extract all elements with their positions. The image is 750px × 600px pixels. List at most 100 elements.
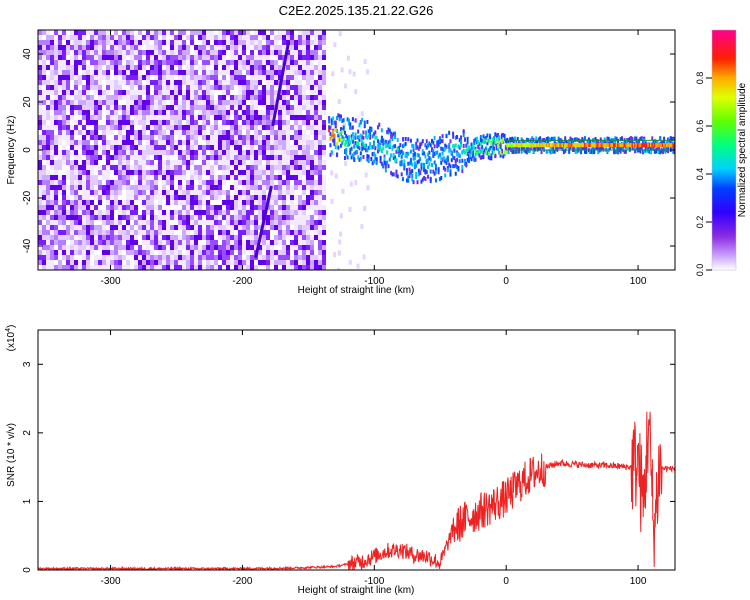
spectrogram-track-cell xyxy=(448,162,451,167)
spectrogram-cell xyxy=(222,110,226,115)
spectrogram-cell xyxy=(250,250,254,255)
spectrogram-track-cell xyxy=(425,170,428,175)
spectrogram-cell xyxy=(90,200,94,205)
spectrogram-cell xyxy=(50,185,54,190)
spectrogram-cell xyxy=(238,180,242,185)
spectrogram-cell xyxy=(218,100,222,105)
spectrogram-track-cell xyxy=(606,143,609,148)
spectrogram-cell xyxy=(302,95,306,100)
spectrogram-cell xyxy=(306,195,310,200)
spectrogram-cell xyxy=(170,70,174,75)
spectrogram-cell xyxy=(134,220,138,225)
spectrogram-track-cell xyxy=(601,145,604,150)
spectrogram-cell xyxy=(58,70,62,75)
spectrogram-cell xyxy=(286,125,290,130)
spectrogram-cell xyxy=(234,185,238,190)
spectrogram-track-cell xyxy=(333,138,336,143)
spectrogram-cell xyxy=(210,185,214,190)
spectrogram-cell xyxy=(262,185,266,190)
spectrogram-track-cell xyxy=(437,154,440,159)
spectrogram-cell xyxy=(254,170,258,175)
spectrogram-track-cell xyxy=(329,125,332,130)
spectrogram-cell xyxy=(42,110,46,115)
spectrogram-track-cell xyxy=(407,151,410,156)
spectrogram-track-cell xyxy=(409,170,412,175)
spectrogram-track-cell xyxy=(456,157,459,162)
spectrogram-cell xyxy=(298,235,302,240)
spectrogram-track-cell xyxy=(351,117,354,122)
spectrogram-cell xyxy=(38,240,42,245)
spectrogram-cell xyxy=(82,175,86,180)
spectrogram-cell xyxy=(66,200,70,205)
spectrogram-cell xyxy=(102,190,106,195)
spectrogram-cell xyxy=(266,125,270,130)
spectrogram-cell xyxy=(322,250,326,255)
spectrogram-cell xyxy=(226,265,230,270)
spectrogram-cell xyxy=(106,175,110,180)
spectrogram-track-cell xyxy=(626,143,629,148)
spectrogram-cell xyxy=(118,130,122,135)
spectrogram-cell xyxy=(302,150,306,155)
spectrogram-cell xyxy=(110,65,114,70)
spectrogram-cell xyxy=(38,150,42,155)
spectrogram-cell xyxy=(166,235,170,240)
spectrogram-cell xyxy=(306,105,310,110)
spectrogram-track-cell xyxy=(601,143,604,148)
spectrogram-cell xyxy=(258,95,262,100)
spectrogram-cell xyxy=(298,200,302,205)
spectrogram-cell xyxy=(254,240,258,245)
spectrogram-cell xyxy=(222,90,226,95)
spectrogram-track-cell xyxy=(434,151,437,156)
spectrogram-cell xyxy=(170,60,174,65)
spectrogram-cell xyxy=(126,80,130,85)
spectrogram-cell xyxy=(282,160,286,165)
spectrogram-cell xyxy=(54,215,58,220)
spectrogram-track-cell xyxy=(372,142,375,147)
spectrogram-cell xyxy=(182,210,186,215)
spectrogram-track-cell xyxy=(634,149,637,154)
spectrogram-cell xyxy=(186,180,190,185)
spectrogram-cell xyxy=(274,235,278,240)
spectrogram-track-cell xyxy=(573,137,576,142)
spectrogram-cell xyxy=(310,250,314,255)
spectrogram-track-cell xyxy=(355,141,358,146)
spectrogram-cell xyxy=(230,150,234,155)
spectrogram-cell xyxy=(182,105,186,110)
spectrogram-track-cell xyxy=(412,144,415,149)
spectrogram-cells xyxy=(38,30,370,270)
spectrogram-cell xyxy=(306,255,310,260)
spectrogram-cell xyxy=(66,140,70,145)
spectrogram-cell xyxy=(74,215,78,220)
spectrogram-cell xyxy=(294,95,298,100)
spectrogram-cell xyxy=(202,35,206,40)
spectrogram-track-cell xyxy=(342,118,345,123)
spectrogram-cell xyxy=(306,225,310,230)
spectrogram-cell xyxy=(54,45,58,50)
spectrogram-cell xyxy=(202,60,206,65)
spectrogram-track-cell xyxy=(467,149,470,154)
spectrogram-cell xyxy=(78,235,82,240)
spectrogram-track-cell xyxy=(632,143,635,148)
spectrogram-track-cell xyxy=(436,150,439,155)
spectrogram-cell xyxy=(42,75,46,80)
spectrogram-cell xyxy=(222,115,226,120)
spectrogram-cell xyxy=(130,45,134,50)
spectrogram-cell xyxy=(126,180,130,185)
spectrogram-cell xyxy=(106,255,110,260)
spectrogram-track-cell xyxy=(363,144,366,149)
spectrogram-cell xyxy=(222,65,226,70)
spectrogram-track-cell xyxy=(491,150,494,155)
spectrogram-cell xyxy=(66,40,70,45)
spectrogram-track-cell xyxy=(620,143,623,148)
spectrogram-cell xyxy=(130,75,134,80)
spectrogram-cell xyxy=(154,105,158,110)
spectrogram-cell xyxy=(170,120,174,125)
spectrogram-track-cell xyxy=(461,169,464,174)
spectrogram-cell xyxy=(254,160,258,165)
spectrogram-cell xyxy=(38,145,42,150)
spectrogram-track-cell xyxy=(656,139,659,144)
spectrogram-cell xyxy=(102,55,106,60)
spectrogram-cell xyxy=(158,210,162,215)
spectrogram-cell xyxy=(174,50,178,55)
spectrogram-cell xyxy=(90,205,94,210)
